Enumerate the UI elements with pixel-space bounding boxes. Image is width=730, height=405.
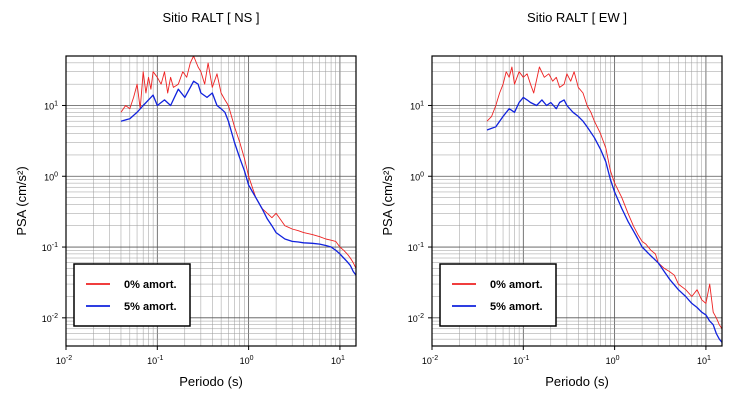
x-axis-label: Periodo (s)	[179, 374, 243, 389]
legend-label: 0% amort.	[124, 279, 177, 291]
series-line-5-amort-	[120, 80, 357, 276]
grid	[432, 56, 722, 346]
legend-box	[439, 263, 557, 327]
y-axis-label: PSA (cm/s²)	[14, 166, 29, 235]
legend-box	[73, 263, 191, 327]
chart-panel-2: Sitio RALT [ EW ] 10-2 10-1 100 101 10-2 10-1 1…	[380, 10, 723, 389]
x-tick-label: 10-1	[513, 355, 529, 366]
x-tick-label: 101	[697, 355, 711, 366]
series-line-0-amort-	[120, 55, 357, 269]
y-tick-label: 10-1	[42, 242, 58, 253]
y-tick-label: 101	[44, 100, 58, 111]
y-tick-label: 10-2	[42, 313, 58, 324]
chart-panel-1: Sitio RALT [ NS ] 10-2 10-1 100 101 10-2 10-1 1…	[14, 10, 357, 389]
legend: 0% amort. 5% amort.	[73, 263, 191, 327]
y-tick-label: 10-2	[408, 313, 424, 324]
y-axis-label: PSA (cm/s²)	[380, 166, 395, 235]
x-axis-label: Periodo (s)	[545, 374, 609, 389]
legend-label: 5% amort.	[490, 301, 543, 313]
plot-frame	[65, 55, 357, 347]
chart-title: Sitio RALT [ EW ]	[527, 10, 627, 25]
series-line-0-amort-	[486, 66, 723, 330]
x-tick-label: 100	[606, 355, 620, 366]
x-tick-label: 10-2	[56, 355, 72, 366]
legend-label: 5% amort.	[124, 301, 177, 313]
plot-frame	[431, 55, 723, 347]
y-tick-label: 101	[410, 100, 424, 111]
chart-title: Sitio RALT [ NS ]	[162, 10, 259, 25]
x-tick-label: 10-2	[422, 355, 438, 366]
legend: 0% amort. 5% amort.	[439, 263, 557, 327]
series-line-5-amort-	[486, 96, 723, 343]
x-tick-label: 101	[331, 355, 345, 366]
y-tick-label: 10-1	[408, 242, 424, 253]
y-tick-label: 100	[410, 171, 424, 182]
y-tick-label: 100	[44, 171, 58, 182]
x-tick-label: 100	[240, 355, 254, 366]
x-tick-label: 10-1	[147, 355, 163, 366]
legend-label: 0% amort.	[490, 279, 543, 291]
